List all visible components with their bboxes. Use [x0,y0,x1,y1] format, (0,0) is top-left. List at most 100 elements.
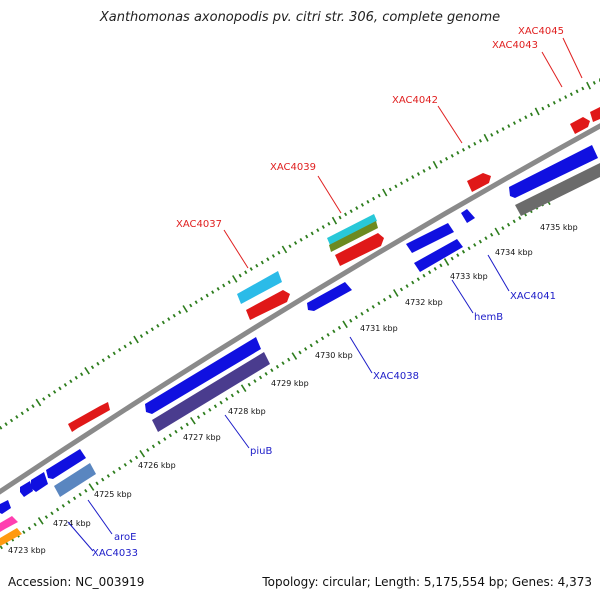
genome-backbone [0,123,600,495]
tick-mark [42,397,46,401]
tick-mark [326,333,330,337]
gene-block[interactable] [68,402,110,432]
scale-label: 4724 kbp [53,519,91,528]
tick-mark [439,263,443,268]
tick-mark [55,507,60,512]
gene-block[interactable] [329,221,378,252]
scale-label: 4732 kbp [405,298,443,307]
tick-mark [377,301,381,306]
tick-mark [0,425,3,430]
tick-mark [61,503,65,508]
tick-mark [118,466,122,471]
tick-mark [112,470,116,475]
tick-mark [90,365,95,370]
tick-mark [581,86,585,91]
tick-mark [266,257,270,262]
tick-mark [253,379,257,383]
scale-label: 4729 kbp [271,379,309,388]
gene-label[interactable]: XAC4043 [492,40,538,51]
tick-mark [467,144,471,149]
gene-block[interactable] [570,117,590,134]
tick-mark [47,393,51,398]
gene-label[interactable]: XAC4038 [373,371,419,382]
tick-mark [96,361,100,366]
tick-mark [264,372,268,376]
forward-gene-labels: XAC4037 XAC4039 XAC4042 XAC4043 XAC4045 [176,26,583,269]
gene-block[interactable] [54,463,96,497]
gene-block[interactable] [0,516,18,532]
gene-label[interactable]: XAC4045 [518,26,564,37]
tick-mark [50,511,54,516]
gene-block[interactable] [467,173,491,192]
tick-mark [139,334,144,338]
tick-mark [405,284,409,288]
gene-label[interactable]: XAC4041 [510,291,556,302]
tick-mark [22,530,26,535]
tick-mark [445,156,449,161]
gene-label[interactable]: XAC4033 [92,548,138,559]
gene-label[interactable]: XAC4037 [176,219,222,230]
tick-mark [344,212,348,217]
tick-mark [4,422,8,426]
gene-block[interactable] [414,239,463,272]
gene-block[interactable] [46,449,86,479]
gene-block[interactable] [515,163,600,216]
tick-mark [315,340,319,344]
gene-block[interactable] [327,214,377,245]
figure-title: Xanthomonas axonopodis pv. citri str. 30… [99,10,501,25]
gene-label[interactable]: XAC4039 [270,162,316,173]
tick-mark [456,253,460,257]
tick-mark [281,361,285,365]
tick-mark [366,199,370,204]
scale-label: 4733 kbp [450,272,488,281]
tick-mark [422,169,426,173]
tick-mark [473,141,477,146]
tick-mark [490,232,494,237]
gene-block[interactable] [406,223,454,253]
gene-label[interactable]: hemB [474,312,503,323]
tick-mark [529,112,534,117]
outer-tick-ring [0,78,600,430]
tick-mark [355,206,359,210]
gene-block[interactable] [31,472,48,492]
gene-block[interactable] [237,271,282,304]
tick-mark [182,305,188,313]
tick-mark [247,382,251,387]
tick-mark [128,341,133,345]
gene-block[interactable] [335,233,384,266]
gene-label[interactable]: aroE [114,532,136,543]
tick-mark [586,81,592,90]
tick-mark [443,258,450,266]
tick-mark [58,386,62,391]
gene-label[interactable]: XAC4042 [392,95,438,106]
tick-mark [72,496,77,501]
tick-mark [393,289,399,297]
gene-block[interactable] [152,352,270,432]
tick-mark [271,254,275,258]
tick-mark [305,234,309,239]
tick-mark [255,263,259,268]
tick-mark [371,305,375,309]
tick-mark [150,327,154,332]
tick-mark [310,231,314,236]
gene-block[interactable] [20,481,33,497]
gene-block[interactable] [246,290,290,320]
gene-block[interactable] [590,107,600,122]
gene-block[interactable] [461,209,475,223]
tick-mark [88,483,95,491]
gene-block[interactable] [0,528,22,546]
tick-mark [80,372,84,377]
tick-mark [208,408,212,412]
gene-block[interactable] [307,282,352,311]
tick-mark [388,187,392,192]
tick-mark [416,277,420,281]
tick-mark [106,474,110,478]
tick-mark [232,275,238,283]
tick-mark [190,416,196,425]
gene-block[interactable] [0,500,11,514]
gene-label[interactable]: piuB [250,446,272,457]
gene-block[interactable] [145,337,261,414]
tick-mark [478,239,482,244]
gene-block[interactable] [509,145,598,198]
scale-labels: 4723 kbp 4724 kbp 4725 kbp 4726 kbp 4727 kbp… [8,223,578,555]
